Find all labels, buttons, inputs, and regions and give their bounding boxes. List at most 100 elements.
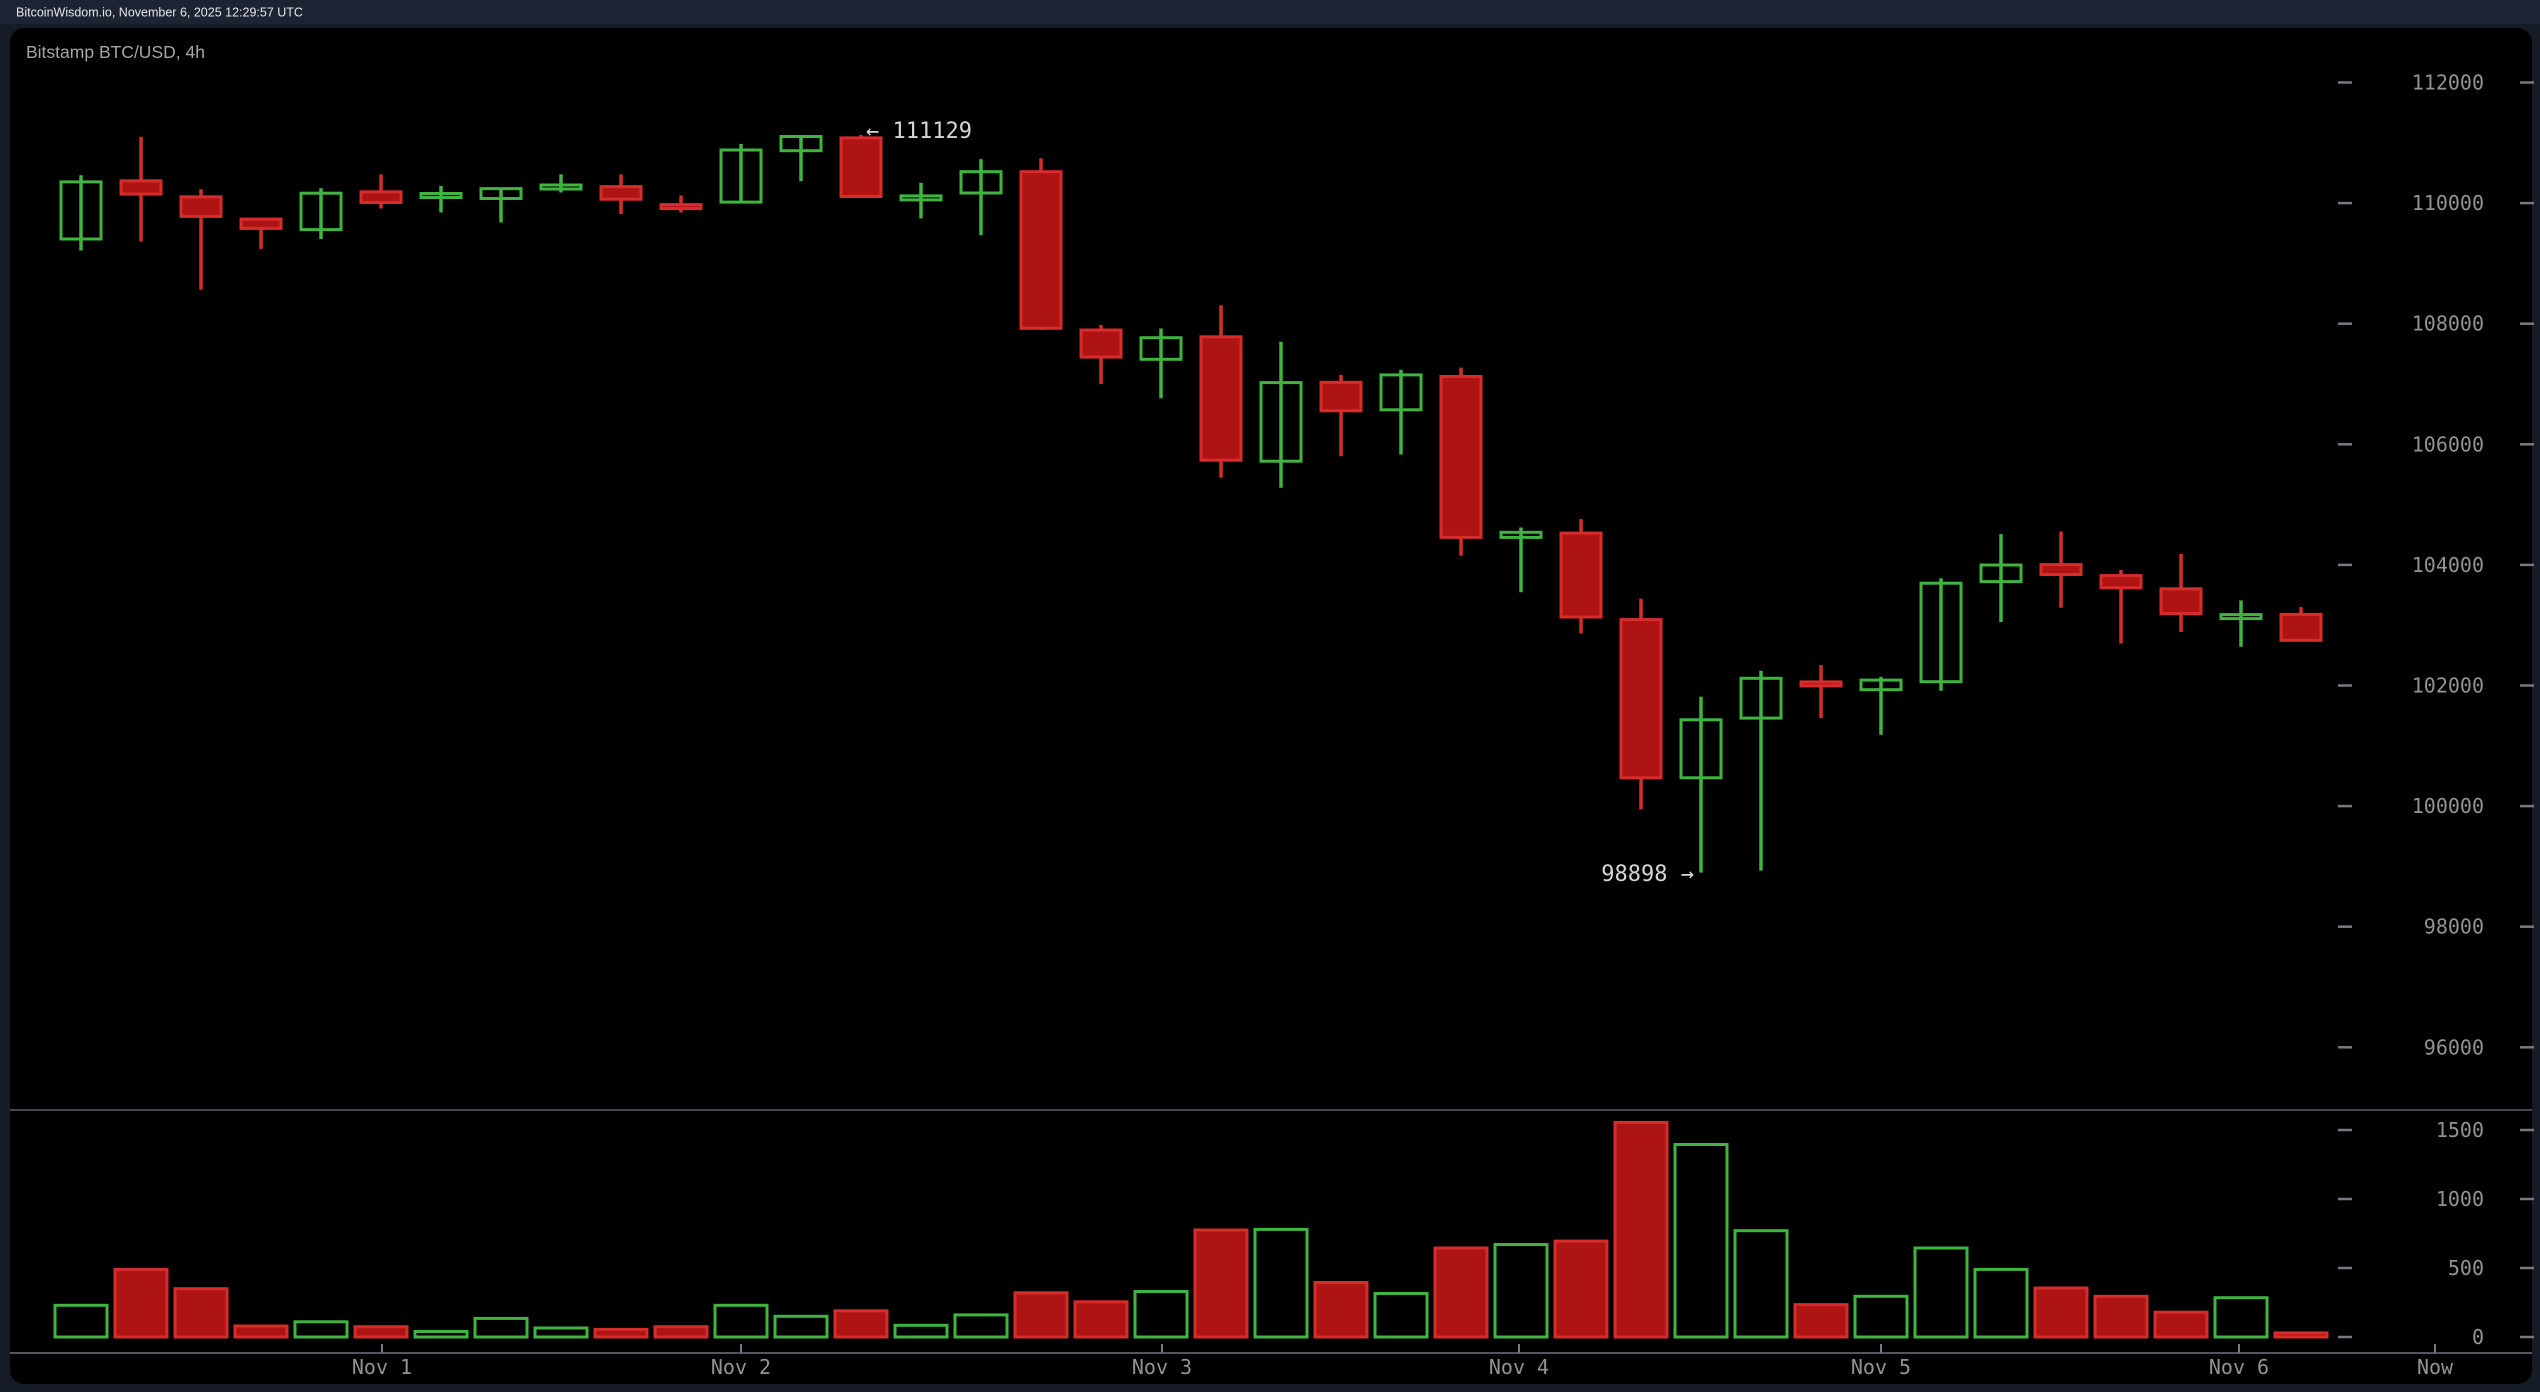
candle-body-up[interactable] bbox=[1979, 563, 2023, 584]
price-tick-label: 104000 bbox=[2412, 553, 2484, 577]
candle-body-up[interactable] bbox=[539, 183, 583, 191]
volume-bar-down[interactable] bbox=[653, 1325, 709, 1339]
topbar-title: BitcoinWisdom.io, November 6, 2025 12:29… bbox=[16, 6, 303, 20]
volume-bar-down[interactable] bbox=[1013, 1291, 1069, 1339]
volume-bar-down[interactable] bbox=[1313, 1281, 1369, 1339]
time-tick-label: Nov 4 bbox=[1489, 1355, 1549, 1379]
volume-series bbox=[53, 1120, 2329, 1339]
price-tick-label: 100000 bbox=[2412, 794, 2484, 818]
candle-body-down[interactable] bbox=[179, 195, 223, 218]
volume-bar-up[interactable] bbox=[1913, 1246, 1969, 1339]
volume-bar-up[interactable] bbox=[713, 1303, 769, 1339]
candle-body-up[interactable] bbox=[1259, 381, 1303, 463]
volume-bar-up[interactable] bbox=[1673, 1143, 1729, 1339]
price-tick-label: 102000 bbox=[2412, 674, 2484, 698]
candle-body-down[interactable] bbox=[2279, 612, 2323, 642]
volume-bar-down[interactable] bbox=[1613, 1120, 1669, 1339]
volume-bar-down[interactable] bbox=[2033, 1286, 2089, 1339]
volume-bar-down[interactable] bbox=[833, 1309, 889, 1339]
volume-bar-up[interactable] bbox=[893, 1323, 949, 1339]
volume-bar-up[interactable] bbox=[533, 1326, 589, 1339]
candle-body-up[interactable] bbox=[1859, 678, 1903, 692]
volume-bar-down[interactable] bbox=[593, 1327, 649, 1339]
volume-bar-down[interactable] bbox=[233, 1324, 289, 1339]
volume-bar-down[interactable] bbox=[113, 1267, 169, 1339]
price-tick-label: 96000 bbox=[2424, 1035, 2484, 1059]
candle-body-up[interactable] bbox=[299, 191, 343, 232]
volume-bar-down[interactable] bbox=[1073, 1300, 1129, 1339]
volume-bar-up[interactable] bbox=[773, 1314, 829, 1339]
price-tick-label: 112000 bbox=[2412, 71, 2484, 95]
candle-body-down[interactable] bbox=[1799, 680, 1843, 688]
volume-bar-down[interactable] bbox=[2153, 1310, 2209, 1339]
candle-body-down[interactable] bbox=[599, 185, 643, 201]
volume-bar-up[interactable] bbox=[1853, 1294, 1909, 1339]
price-axis[interactable]: 112000 110000 108000 106000 104000 102000 1000… bbox=[2338, 71, 2534, 1060]
candle-body-down[interactable] bbox=[1079, 328, 1123, 359]
candle-body-down[interactable] bbox=[1319, 380, 1363, 413]
volume-bar-down[interactable] bbox=[1553, 1239, 1609, 1339]
candle-body-up[interactable] bbox=[1679, 718, 1723, 780]
volume-bar-down[interactable] bbox=[1193, 1228, 1249, 1339]
volume-bar-up[interactable] bbox=[1373, 1292, 1429, 1339]
candle-body-down[interactable] bbox=[659, 203, 703, 211]
candle-body-up[interactable] bbox=[1919, 581, 1963, 684]
candle-body-up[interactable] bbox=[2219, 613, 2263, 621]
candle-body-up[interactable] bbox=[1739, 676, 1783, 720]
volume-bar-down[interactable] bbox=[353, 1325, 409, 1339]
candle-body-up[interactable] bbox=[1379, 373, 1423, 412]
candle-body-down[interactable] bbox=[2099, 574, 2143, 590]
candle-body-up[interactable] bbox=[719, 148, 763, 204]
candle-body-down[interactable] bbox=[119, 179, 163, 196]
volume-tick-label: 1500 bbox=[2436, 1118, 2484, 1142]
volume-bar-up[interactable] bbox=[1973, 1267, 2029, 1339]
candle-body-down[interactable] bbox=[1619, 618, 1663, 780]
candle-body-up[interactable] bbox=[59, 180, 103, 241]
price-tick-label: 98000 bbox=[2424, 915, 2484, 939]
candle-body-down[interactable] bbox=[359, 190, 403, 205]
candle-body-up[interactable] bbox=[959, 170, 1003, 195]
time-tick-label: Nov 2 bbox=[711, 1355, 771, 1379]
volume-bar-up[interactable] bbox=[1253, 1227, 1309, 1339]
volume-bar-up[interactable] bbox=[2213, 1296, 2269, 1339]
volume-bar-down[interactable] bbox=[1433, 1246, 1489, 1339]
topbar bbox=[0, 0, 2540, 24]
candle-body-down[interactable] bbox=[1559, 531, 1603, 619]
candle-body-down[interactable] bbox=[1439, 375, 1483, 539]
candle-body-up[interactable] bbox=[779, 135, 823, 153]
candle-body-up[interactable] bbox=[899, 194, 943, 202]
candle-body-up[interactable] bbox=[419, 192, 463, 199]
candle-body-up[interactable] bbox=[1139, 336, 1183, 361]
candle-body-down[interactable] bbox=[2159, 587, 2203, 616]
low-marker-annotation: 98898 → bbox=[1601, 862, 1694, 887]
time-tick-label: Nov 6 bbox=[2209, 1355, 2269, 1379]
volume-bar-down[interactable] bbox=[1793, 1303, 1849, 1339]
candle-body-down[interactable] bbox=[839, 136, 883, 198]
volume-bar-down[interactable] bbox=[173, 1287, 229, 1339]
volume-bar-up[interactable] bbox=[473, 1316, 529, 1339]
candle-body-down[interactable] bbox=[1199, 335, 1243, 462]
candle-body-up[interactable] bbox=[479, 187, 523, 201]
volume-bar-up[interactable] bbox=[1493, 1243, 1549, 1339]
time-tick-label: Now bbox=[2417, 1355, 2454, 1379]
candle-body-down[interactable] bbox=[239, 217, 283, 230]
candle-body-down[interactable] bbox=[2039, 563, 2083, 576]
candle-body-up[interactable] bbox=[1499, 530, 1543, 539]
volume-tick-label: 500 bbox=[2448, 1256, 2484, 1280]
volume-bar-up[interactable] bbox=[1733, 1229, 1789, 1339]
volume-bar-up[interactable] bbox=[413, 1330, 469, 1339]
volume-axis[interactable]: 1500 1000 500 0 bbox=[2338, 1118, 2534, 1349]
time-tick-label: Nov 5 bbox=[1851, 1355, 1911, 1379]
price-tick-label: 108000 bbox=[2412, 312, 2484, 336]
chart-pane[interactable] bbox=[10, 28, 2532, 1384]
time-axis[interactable]: Nov 1 Nov 2 Nov 3 Nov 4 Nov 5 Nov 6 Now bbox=[352, 1344, 2454, 1379]
time-tick-label: Nov 3 bbox=[1132, 1355, 1192, 1379]
volume-bar-up[interactable] bbox=[293, 1320, 349, 1339]
volume-bar-down[interactable] bbox=[2093, 1294, 2149, 1339]
volume-bar-up[interactable] bbox=[53, 1303, 109, 1339]
volume-bar-up[interactable] bbox=[953, 1313, 1009, 1339]
price-tick-label: 110000 bbox=[2412, 191, 2484, 215]
candle-body-down[interactable] bbox=[1019, 170, 1063, 330]
volume-bar-up[interactable] bbox=[1133, 1290, 1189, 1339]
volume-bar-down[interactable] bbox=[2273, 1331, 2329, 1339]
